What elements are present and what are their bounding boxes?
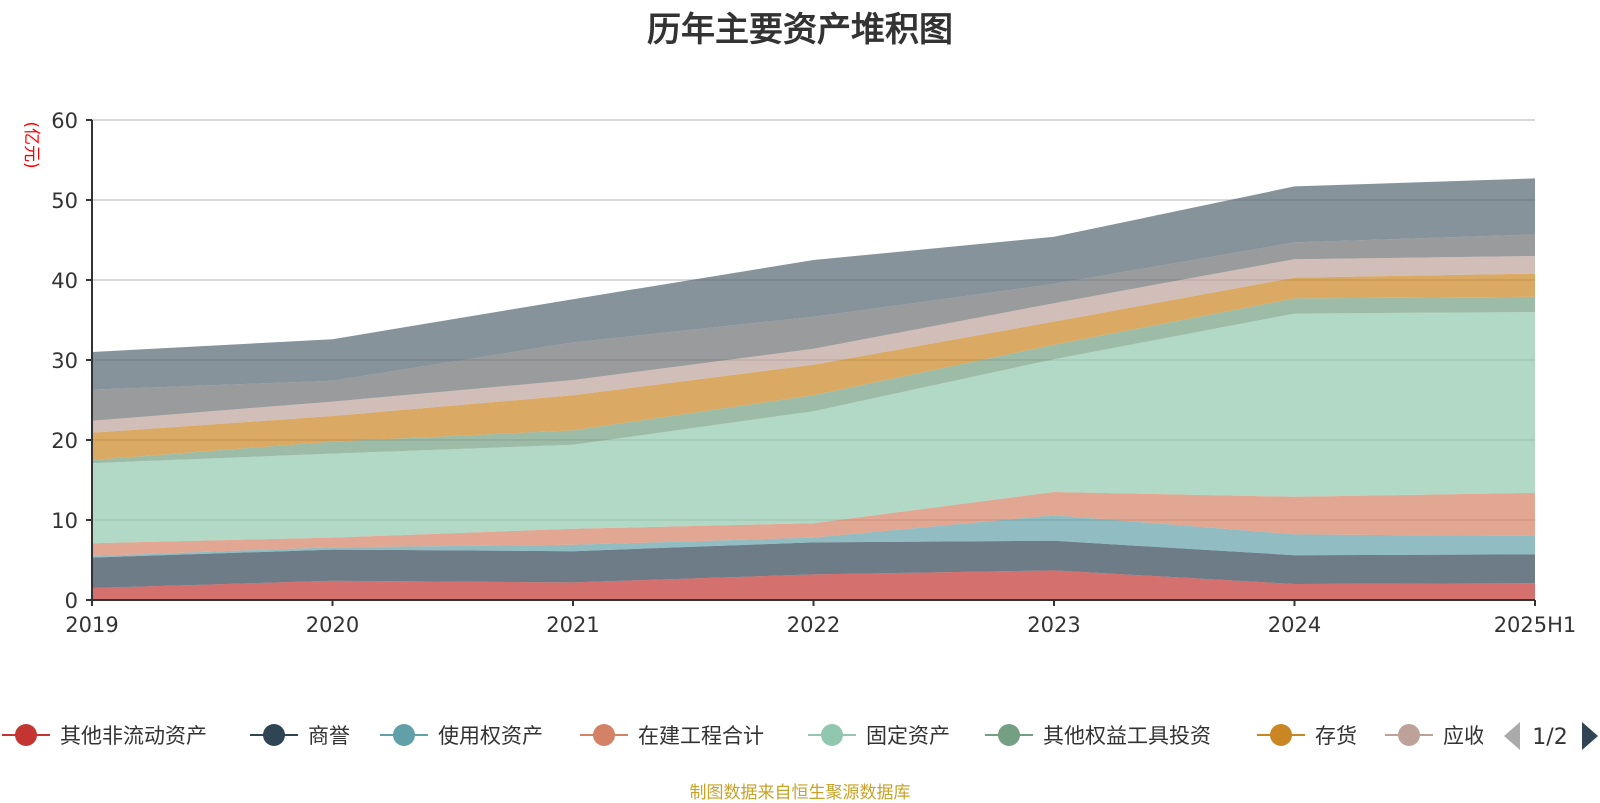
- x-tick-label: 2020: [306, 613, 359, 637]
- legend-label: 其他非流动资产: [60, 724, 207, 748]
- y-tick-label: 50: [51, 189, 78, 213]
- legend-item-6[interactable]: 存货: [1257, 724, 1357, 748]
- area-series-1: [92, 540, 1535, 588]
- legend-marker: [1398, 724, 1420, 746]
- legend-item-4[interactable]: 固定资产: [808, 724, 950, 748]
- legend-marker: [393, 724, 415, 746]
- legend-label: 商誉: [308, 724, 350, 748]
- area-series-3: [92, 492, 1535, 556]
- y-tick-label: 60: [51, 109, 78, 133]
- y-tick-label: 10: [51, 509, 78, 533]
- x-tick-label: 2021: [546, 613, 599, 637]
- x-tick-label: 2024: [1268, 613, 1321, 637]
- legend-item-1[interactable]: 商誉: [250, 724, 350, 748]
- y-axis-unit-label: (亿元): [21, 121, 41, 168]
- legend-label: 应收账款: [1443, 724, 1527, 748]
- legend-item-7[interactable]: 应收账款: [1385, 724, 1527, 748]
- area-series-0: [92, 570, 1535, 600]
- legend-marker: [263, 724, 285, 746]
- area-series-8: [92, 234, 1535, 421]
- legend-item-5[interactable]: 其他权益工具投资: [985, 724, 1211, 748]
- x-tick-label: 2019: [65, 613, 118, 637]
- legend-marker: [998, 724, 1020, 746]
- y-tick-label: 30: [51, 349, 78, 373]
- source-footer: 制图数据来自恒生聚源数据库: [689, 783, 911, 803]
- legend-marker: [593, 724, 615, 746]
- legend-next-page-icon[interactable]: [1582, 722, 1598, 750]
- stacked-areas: [92, 178, 1535, 600]
- legend-items: 其他非流动资产商誉使用权资产在建工程合计固定资产其他权益工具投资存货应收账款其他…: [2, 724, 1527, 748]
- legend-item-3[interactable]: 在建工程合计: [580, 724, 764, 748]
- x-tick-label: 2022: [787, 613, 840, 637]
- y-tick-label: 0: [65, 589, 78, 613]
- area-series-7: [92, 256, 1535, 433]
- axes: 0 10 20 30 40 50 60 2019 2020 2021 2022 2023 2024 202…: [21, 109, 1576, 637]
- y-tick-label: 20: [51, 429, 78, 453]
- legend-label: 存货: [1315, 724, 1357, 748]
- x-tick-label: 2025H1: [1494, 613, 1577, 637]
- area-series-6: [92, 273, 1535, 460]
- legend-label: 固定资产: [866, 724, 950, 748]
- legend-page-indicator: 1/2: [1532, 725, 1567, 750]
- legend-label: 使用权资产: [438, 724, 543, 748]
- legend-item-2[interactable]: 使用权资产: [380, 724, 543, 748]
- legend-item-0[interactable]: 其他非流动资产: [2, 724, 207, 748]
- legend-label: 其他权益工具投资: [1043, 724, 1211, 748]
- area-series-2: [92, 515, 1535, 558]
- legend-label: 在建工程合计: [638, 724, 764, 748]
- legend-marker: [1270, 724, 1292, 746]
- legend-marker: [821, 724, 843, 746]
- legend-marker: [15, 724, 37, 746]
- chart-title: 历年主要资产堆积图: [647, 10, 953, 50]
- y-tick-label: 40: [51, 269, 78, 293]
- legend: 其他非流动资产商誉使用权资产在建工程合计固定资产其他权益工具投资存货应收账款其他…: [2, 722, 1598, 750]
- area-series-9: [92, 178, 1535, 390]
- legend-prev-page-icon[interactable]: [1504, 722, 1520, 750]
- area-series-4: [92, 312, 1535, 544]
- x-tick-label: 2023: [1027, 613, 1080, 637]
